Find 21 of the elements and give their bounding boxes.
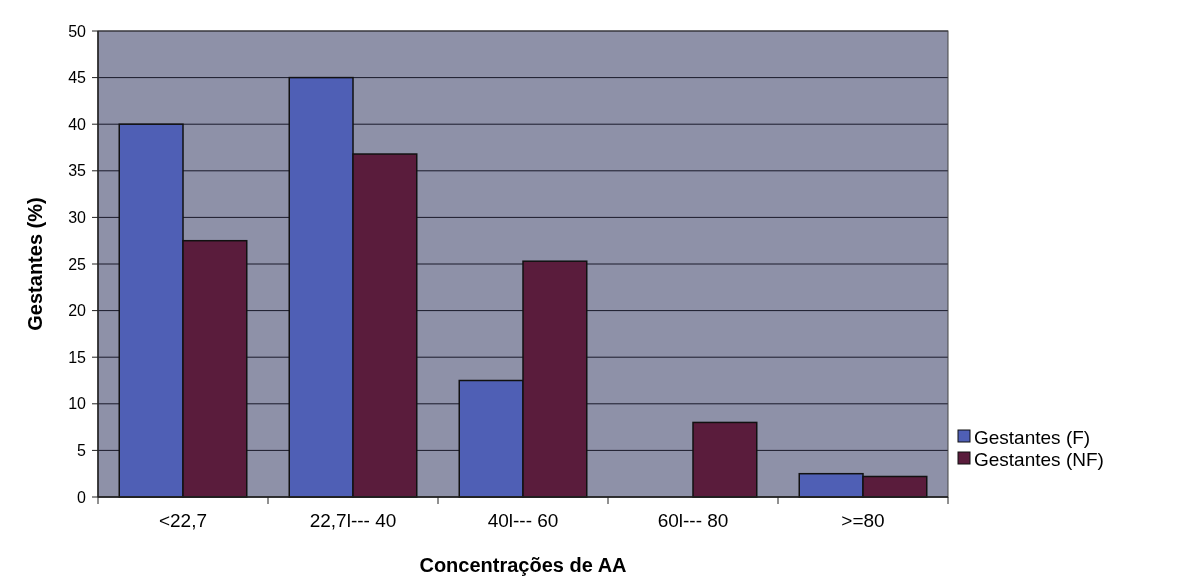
y-tick-label: 30 (68, 209, 87, 226)
y-tick-label: 45 (68, 69, 87, 87)
x-tick-label: 22,7l--- 40 (309, 510, 397, 531)
y-tick-label: 20 (68, 302, 87, 320)
y-tick-label: 0 (77, 488, 87, 506)
y-tick-label: 15 (68, 348, 87, 366)
legend-label: Gestantes (F) (974, 426, 1091, 448)
x-tick-label: >=80 (841, 510, 885, 531)
y-tick-label: 25 (68, 255, 87, 273)
x-tick-label: 40l--- 60 (487, 510, 559, 531)
bar (692, 421, 758, 498)
y-tick-label: 50 (68, 22, 87, 40)
y-axis-title: Gestantes (%) (24, 197, 46, 331)
y-tick-label: 40 (68, 115, 87, 133)
x-tick-label: 60l--- 80 (657, 510, 729, 531)
x-axis-title: Concentrações de AA (419, 554, 627, 576)
y-tick-label: 10 (68, 395, 87, 413)
y-tick-label: 5 (77, 442, 87, 459)
y-tick-label: 35 (68, 162, 87, 180)
legend-label: Gestantes (NF) (974, 448, 1104, 470)
x-tick-label: <22,7 (158, 510, 208, 531)
